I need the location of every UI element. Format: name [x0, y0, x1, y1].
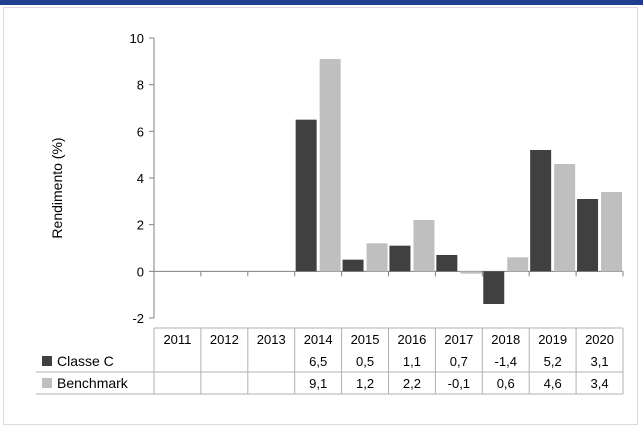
data-label: 4,6 — [544, 376, 562, 391]
category-label: 2013 — [257, 332, 286, 347]
data-label: 1,1 — [403, 354, 421, 369]
bar-classe-c — [389, 245, 411, 272]
data-label: 5,2 — [544, 354, 562, 369]
bar-benchmark — [319, 59, 341, 272]
category-label: 2019 — [538, 332, 567, 347]
data-label: 3,4 — [591, 376, 609, 391]
data-table: 2011 2012 2013 2014 2015 2016 2017 2018 2019 2020… — [36, 327, 624, 395]
y-tick-label: 4 — [137, 171, 144, 186]
y-tick-label: 10 — [130, 31, 144, 46]
bar-classe-c — [295, 119, 317, 272]
y-tick-label: 0 — [137, 264, 144, 279]
bar-benchmark — [554, 164, 576, 272]
header-bar — [0, 0, 643, 5]
bar-classe-c — [530, 150, 552, 272]
data-label: 0,7 — [450, 354, 468, 369]
data-label: 0,5 — [356, 354, 374, 369]
category-label: 2017 — [444, 332, 473, 347]
bar-classe-c — [577, 199, 599, 272]
data-label: 0,6 — [497, 376, 515, 391]
bars — [295, 59, 623, 304]
bar-benchmark — [601, 192, 623, 272]
category-label: 2018 — [491, 332, 520, 347]
data-label: -0,1 — [448, 376, 470, 391]
data-label: 3,1 — [591, 354, 609, 369]
category-label: 2012 — [210, 332, 239, 347]
bar-classe-c — [483, 271, 505, 304]
bar-benchmark — [460, 271, 482, 274]
category-label: 2014 — [304, 332, 333, 347]
data-label: 2,2 — [403, 376, 421, 391]
y-tick-label: 2 — [137, 218, 144, 233]
category-label: 2011 — [163, 332, 191, 347]
data-label: 1,2 — [356, 376, 374, 391]
data-label: 6,5 — [309, 354, 327, 369]
category-label: 2016 — [397, 332, 426, 347]
bar-classe-c — [342, 259, 364, 272]
legend-swatch — [42, 356, 52, 366]
y-axis-label: Rendimento (%) — [49, 137, 65, 238]
category-label: 2015 — [351, 332, 380, 347]
bar-benchmark — [366, 243, 388, 272]
data-label: -1,4 — [495, 354, 517, 369]
legend-label: Benchmark — [57, 375, 129, 391]
category-label: 2020 — [585, 332, 614, 347]
y-tick-label: 8 — [137, 78, 144, 93]
legend-label: Classe C — [57, 353, 114, 369]
legend-swatch — [42, 378, 52, 388]
y-tick-label: 6 — [137, 124, 144, 139]
bar-classe-c — [436, 255, 458, 272]
bar-benchmark — [413, 220, 435, 272]
axes: -2 0 2 4 6 8 10 — [130, 31, 624, 326]
data-label: 9,1 — [309, 376, 327, 391]
y-tick-label: -2 — [132, 311, 144, 326]
bar-benchmark — [507, 257, 529, 272]
